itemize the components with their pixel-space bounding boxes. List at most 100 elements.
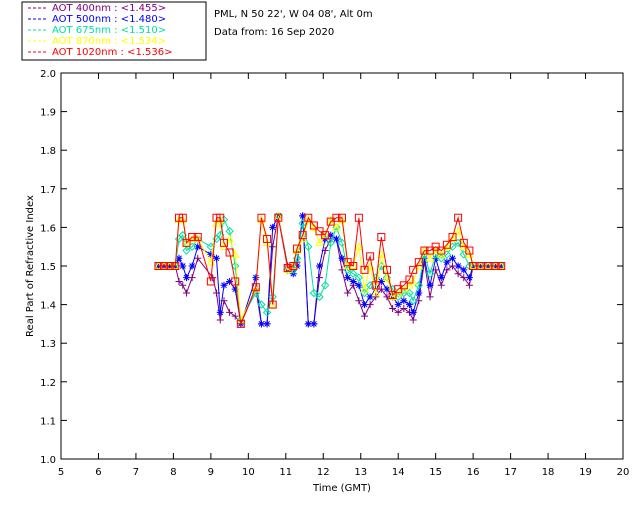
y-tick-label: 1.4 [40, 301, 56, 312]
data-point [274, 213, 283, 222]
data-point [225, 234, 234, 243]
data-point [338, 254, 346, 262]
data-point [175, 254, 183, 262]
data-point [389, 304, 397, 312]
data-point [298, 231, 307, 240]
data-point [437, 274, 445, 282]
data-point [383, 285, 391, 293]
data-point [263, 234, 272, 243]
y-tick-label: 2.0 [40, 69, 56, 80]
data-point [321, 231, 330, 240]
x-tick-label: 20 [617, 467, 630, 478]
data-point [465, 246, 474, 255]
data-point [304, 242, 313, 251]
x-tick-label: 13 [354, 467, 367, 478]
x-tick-label: 18 [542, 467, 555, 478]
data-point [360, 284, 369, 293]
data-point [251, 283, 260, 292]
legend-label: AOT 870nm : <1.534> [52, 36, 166, 47]
data-point [251, 284, 261, 293]
data-point [262, 308, 272, 317]
data-point [188, 262, 196, 270]
data-point [355, 281, 363, 289]
data-point [268, 300, 277, 309]
data-point [188, 233, 197, 242]
data-point [437, 281, 445, 289]
data-point [231, 312, 239, 320]
data-point [310, 320, 318, 328]
data-point [360, 301, 368, 309]
data-point [225, 248, 234, 257]
x-tick-label: 19 [579, 467, 592, 478]
data-point [460, 266, 468, 274]
y-tick-label: 1.6 [40, 223, 56, 234]
data-point [257, 320, 265, 328]
data-point [216, 213, 225, 222]
legend-label: AOT 500nm : <1.480> [52, 14, 166, 25]
data-point [437, 246, 446, 255]
data-point [215, 215, 225, 223]
data-point [459, 238, 468, 247]
data-point [449, 254, 457, 262]
data-point [371, 288, 381, 297]
data-point [178, 215, 188, 223]
data-point [220, 281, 228, 289]
data-point [408, 276, 418, 285]
data-point [405, 301, 413, 309]
data-point [426, 281, 434, 289]
data-point [309, 221, 318, 230]
data-point [465, 281, 473, 289]
y-axis-title: Real Part of Refractive Index [25, 195, 36, 337]
data-point [194, 243, 202, 251]
data-point [454, 213, 463, 222]
series-4 [154, 213, 506, 328]
data-point [304, 213, 313, 222]
data-point [231, 277, 240, 286]
data-point [332, 223, 341, 232]
data-point [327, 231, 335, 239]
series-layer [154, 211, 506, 328]
y-tick-label: 1.8 [40, 146, 56, 157]
data-point [332, 235, 340, 243]
x-tick-label: 11 [279, 467, 292, 478]
data-point [497, 262, 505, 270]
data-point [292, 246, 302, 254]
data-point [309, 288, 319, 298]
data-point [231, 285, 239, 293]
data-point [293, 244, 302, 253]
data-point [409, 316, 417, 324]
data-point [454, 270, 462, 278]
y-tick-label: 1.2 [40, 378, 56, 389]
x-tick-label: 8 [170, 467, 176, 478]
data-point [289, 262, 298, 270]
data-point [448, 233, 457, 242]
data-point [371, 281, 380, 290]
info-date: Data from: 16 Sep 2020 [214, 27, 334, 38]
data-point [366, 252, 375, 261]
data-point [382, 273, 392, 282]
data-point [316, 274, 324, 282]
data-point [394, 301, 402, 309]
legend-label: AOT 675nm : <1.510> [52, 25, 166, 36]
y-axis: 1.0 1.1 1.2 1.3 1.4 1.5 1.6 1.7 1.8 1.9 2.0 [40, 69, 623, 466]
data-point [226, 277, 234, 285]
data-point [354, 273, 364, 282]
x-tick-label: 17 [504, 467, 517, 478]
y-tick-label: 1.1 [40, 416, 56, 427]
x-tick-label: 12 [317, 467, 330, 478]
data-point [420, 246, 429, 255]
data-point [299, 212, 307, 220]
legend-items: AOT 400nm : <1.455>AOT 500nm : <1.480>AO… [28, 3, 172, 58]
data-point [175, 277, 183, 285]
x-tick-label: 15 [429, 467, 442, 478]
data-point [344, 289, 352, 297]
data-point [194, 254, 202, 262]
data-point [193, 233, 202, 242]
data-point [315, 238, 324, 247]
data-point [497, 262, 506, 270]
data-point [183, 289, 191, 297]
data-point [425, 269, 435, 278]
data-point [366, 293, 374, 301]
data-point [442, 240, 451, 249]
